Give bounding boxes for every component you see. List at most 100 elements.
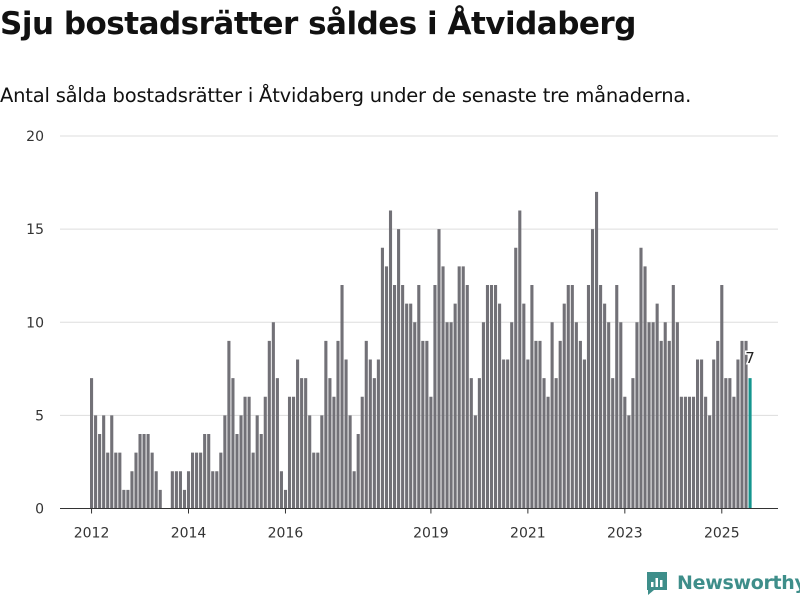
bar — [271, 322, 275, 509]
bar — [651, 322, 655, 509]
bar — [243, 396, 247, 509]
bar — [195, 452, 199, 509]
bar — [526, 359, 530, 509]
x-tick-label: 2016 — [268, 526, 304, 542]
bar — [704, 396, 708, 509]
bar — [219, 452, 223, 509]
bar — [425, 340, 429, 509]
chart-subtitle: Antal sålda bostadsrätter i Åtvidaberg u… — [0, 84, 692, 107]
bar — [421, 340, 425, 509]
bar — [170, 471, 174, 509]
x-tick-label: 2021 — [510, 526, 546, 542]
bar — [328, 378, 332, 509]
bar — [562, 303, 566, 509]
bar — [724, 378, 728, 509]
bar — [223, 415, 227, 509]
bar — [595, 191, 599, 509]
bar — [538, 340, 542, 509]
bar — [154, 471, 158, 509]
x-tick-label: 2012 — [74, 526, 110, 542]
bar — [267, 340, 271, 509]
bar — [199, 452, 203, 509]
brand-name: Newsworthy — [677, 572, 800, 594]
bar — [550, 322, 554, 509]
bar — [433, 285, 437, 509]
bar — [574, 322, 578, 509]
bar — [372, 378, 376, 509]
bar — [607, 322, 611, 509]
bar — [494, 285, 498, 509]
bar — [546, 396, 550, 509]
bar — [146, 434, 150, 509]
bar — [514, 247, 518, 509]
bar — [138, 434, 142, 509]
bar — [126, 489, 130, 509]
bar — [623, 396, 627, 509]
bar — [207, 434, 211, 509]
bar — [510, 322, 514, 509]
bar — [679, 396, 683, 509]
bar — [498, 303, 502, 509]
bar — [675, 322, 679, 509]
bar — [332, 396, 336, 509]
bar — [627, 415, 631, 509]
bar — [98, 434, 102, 509]
y-tick-label: 0 — [35, 502, 44, 518]
bar — [118, 452, 122, 509]
bar — [635, 322, 639, 509]
bar — [449, 322, 453, 509]
bar — [304, 378, 308, 509]
newsworthy-logo: Newsworthy — [645, 570, 800, 596]
bar — [542, 378, 546, 509]
bar — [215, 471, 219, 509]
bar — [279, 471, 283, 509]
bar — [639, 247, 643, 509]
bar — [178, 471, 182, 509]
bar — [275, 378, 279, 509]
bar — [728, 378, 732, 509]
bar — [191, 452, 195, 509]
bar — [696, 359, 700, 509]
bar — [110, 415, 114, 509]
y-tick-label: 20 — [26, 129, 44, 145]
bar — [603, 303, 607, 509]
bar — [683, 396, 687, 509]
newsworthy-icon — [647, 572, 667, 595]
bar — [122, 489, 126, 509]
bar — [590, 229, 595, 509]
bar — [308, 415, 312, 509]
bar — [534, 340, 538, 509]
bar — [502, 359, 506, 509]
bar — [405, 303, 409, 509]
bar — [469, 378, 473, 509]
bar — [437, 229, 441, 509]
bar — [720, 285, 724, 509]
bar — [90, 378, 94, 509]
bar — [376, 359, 380, 509]
bar — [582, 359, 586, 509]
bar — [247, 396, 251, 509]
bar — [740, 340, 744, 509]
bar — [659, 340, 663, 509]
bar — [239, 415, 243, 509]
bar — [259, 434, 263, 509]
bar — [235, 434, 239, 509]
bar — [251, 452, 255, 509]
bar — [671, 285, 675, 509]
bar — [388, 210, 393, 509]
x-tick-label: 2025 — [704, 526, 740, 542]
bar — [211, 471, 215, 509]
bar — [578, 340, 582, 509]
bar — [94, 415, 98, 509]
highlight-value-label: 7 — [745, 349, 755, 367]
bar — [473, 415, 477, 509]
bar — [186, 471, 191, 509]
bar — [340, 285, 344, 509]
bar — [364, 340, 368, 509]
bar — [457, 266, 461, 509]
bar — [150, 452, 154, 509]
bar — [465, 285, 469, 509]
bar — [429, 396, 433, 509]
bar — [647, 322, 651, 509]
